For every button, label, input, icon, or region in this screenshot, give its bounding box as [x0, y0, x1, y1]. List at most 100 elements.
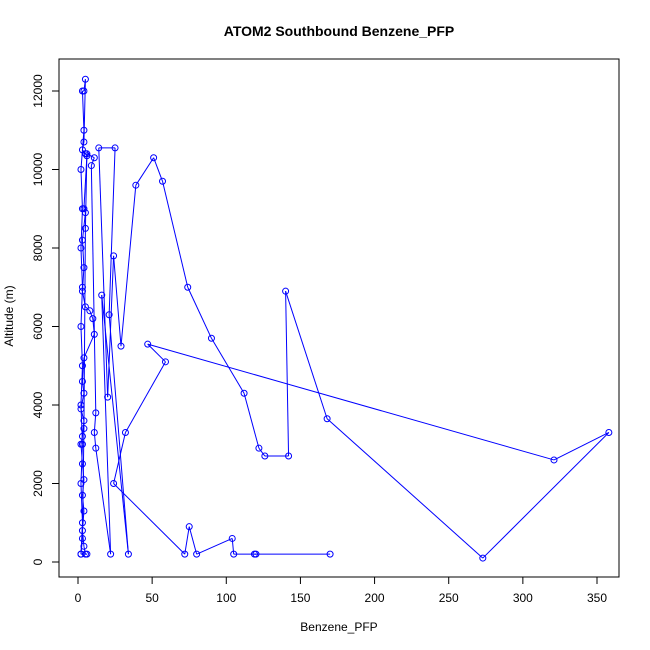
data-point [107, 550, 115, 558]
data-point [87, 162, 95, 170]
data-point [80, 476, 88, 484]
series-segment [80, 247, 83, 288]
data-point [250, 550, 258, 558]
data-point [78, 287, 86, 295]
series-segment [113, 255, 122, 347]
data-point [78, 236, 86, 244]
series-segment [80, 408, 85, 421]
series-segment [211, 338, 245, 394]
series-points [77, 75, 613, 562]
series-segment [81, 90, 85, 131]
data-point [78, 534, 86, 542]
data-point [78, 362, 86, 370]
data-point [77, 323, 85, 330]
x-tick-label: 200 [365, 591, 385, 605]
series-segment [101, 295, 112, 555]
series-segment [81, 267, 85, 292]
data-point [90, 428, 98, 436]
data-point [184, 283, 192, 291]
data-point [80, 205, 88, 213]
data-point [90, 330, 98, 338]
data-point [80, 389, 88, 397]
x-tick-label: 250 [439, 591, 459, 605]
data-point [80, 126, 88, 134]
data-point [193, 550, 201, 558]
data-point [83, 150, 91, 158]
series-segment [81, 357, 85, 382]
data-point [144, 340, 152, 348]
y-tick-label: 8000 [31, 234, 45, 261]
y-tick-label: 0 [31, 558, 45, 565]
data-point [150, 154, 158, 162]
series-segment [113, 432, 126, 484]
data-point [98, 291, 106, 299]
data-point [261, 452, 269, 460]
series-segment [83, 228, 86, 429]
data-point [80, 264, 88, 272]
y-tick-label: 10000 [31, 152, 45, 186]
series-segment [83, 546, 86, 555]
data-point [323, 415, 331, 423]
data-point [81, 75, 89, 83]
data-point [132, 181, 140, 189]
data-point [81, 303, 89, 311]
data-point [110, 480, 118, 487]
series-segment [95, 448, 112, 555]
x-tick-label: 350 [587, 591, 607, 605]
series-segment [107, 255, 115, 398]
data-point [92, 444, 100, 452]
data-point [240, 389, 248, 397]
data-point [80, 542, 88, 550]
series-segment [147, 343, 166, 363]
series-segment [135, 157, 155, 186]
data-point [83, 152, 91, 160]
data-point [80, 417, 88, 425]
data-point [81, 224, 89, 232]
series-segment [90, 157, 95, 166]
x-axis: 0 50 100 150 200 250 300 350 [75, 576, 607, 605]
x-axis-label: Benzene_PFP [300, 620, 377, 634]
data-point [78, 432, 86, 440]
series-segment [125, 361, 166, 433]
data-point [78, 519, 86, 527]
data-point [105, 311, 113, 319]
data-point [207, 334, 215, 342]
series-segment [108, 314, 129, 555]
data-point [230, 550, 238, 558]
series-segment [147, 343, 555, 461]
data-point [110, 252, 118, 260]
series-segment [553, 432, 610, 461]
x-tick-label: 50 [145, 591, 159, 605]
y-tick-label: 4000 [31, 391, 45, 418]
series-segment [187, 287, 212, 339]
series-segment [80, 436, 83, 445]
data-point [95, 144, 103, 152]
data-point [77, 405, 85, 413]
plot-frame [58, 58, 620, 578]
data-point [92, 409, 100, 417]
series-segment [326, 418, 484, 559]
data-point [80, 507, 88, 515]
data-point [80, 425, 88, 433]
series-segment [98, 147, 109, 398]
data-point [78, 283, 86, 291]
y-axis-label: Altitude (m) [2, 285, 16, 346]
data-point [77, 401, 85, 409]
data-point [285, 452, 293, 460]
series-segment [81, 141, 85, 150]
data-point [86, 307, 94, 315]
data-point [104, 393, 112, 401]
data-point [111, 144, 119, 152]
data-point [282, 287, 290, 295]
series-segment [80, 208, 83, 249]
series-segment [101, 295, 129, 555]
data-point [181, 550, 189, 558]
data-point [77, 440, 85, 448]
y-axis: 0 2000 4000 6000 8000 10000 12000 [31, 74, 60, 565]
series-segment [285, 291, 328, 419]
series-segment [482, 432, 610, 559]
data-point [90, 154, 98, 162]
series-segment [83, 334, 95, 359]
x-tick-label: 150 [290, 591, 310, 605]
